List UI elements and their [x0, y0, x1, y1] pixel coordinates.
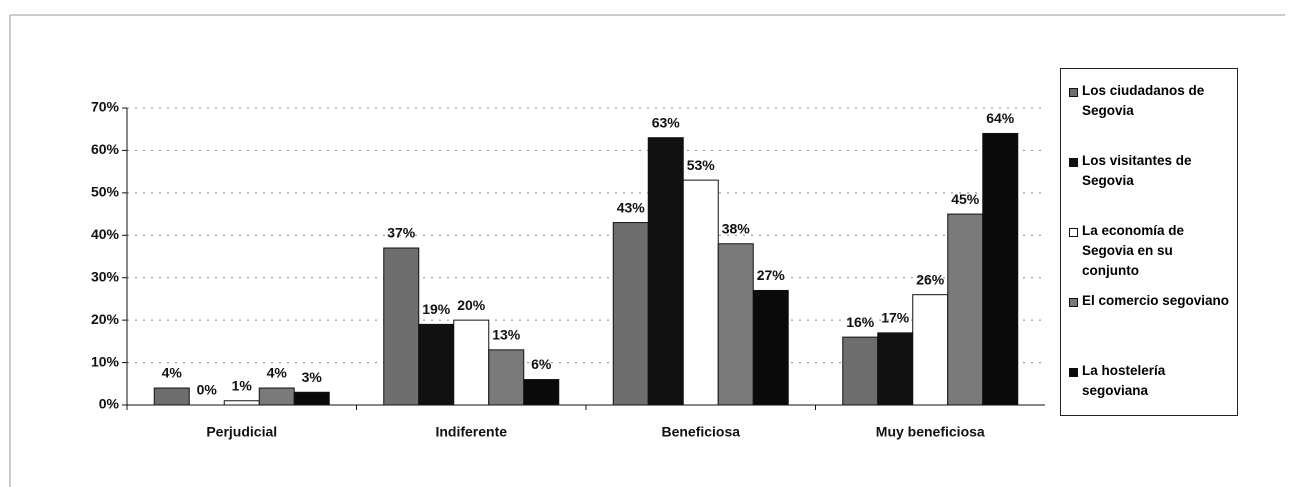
y-tick-label: 20% [91, 311, 120, 327]
legend-label: Los ciudadanos de Segovia [1082, 83, 1205, 118]
bar [418, 323, 455, 406]
value-label: 64% [986, 110, 1015, 126]
legend-item: Los visitantes de Segovia [1069, 151, 1231, 221]
legend-swatch [1069, 228, 1078, 237]
bar [717, 243, 754, 406]
legend-swatch [1069, 298, 1078, 307]
bar [842, 336, 879, 406]
value-label: 38% [722, 220, 751, 236]
y-tick-label: 0% [99, 396, 120, 412]
bar [153, 387, 190, 406]
value-label: 26% [916, 271, 945, 287]
bar [982, 132, 1019, 406]
bar [523, 379, 560, 406]
x-tick-label: Beneficiosa [661, 424, 740, 440]
value-label: 45% [951, 191, 980, 207]
value-label: 1% [232, 377, 253, 393]
bar [612, 222, 649, 406]
value-label: 16% [846, 314, 875, 330]
bar [453, 319, 490, 406]
legend-label: La hostelería segoviana [1082, 363, 1166, 398]
legend-label: La economía de Segovia en su conjunto [1082, 223, 1185, 278]
legend-item: La economía de Segovia en su conjunto [1069, 221, 1231, 291]
x-tick-label: Perjudicial [206, 424, 277, 440]
y-tick-label: 10% [91, 353, 120, 369]
bar [293, 391, 330, 406]
bar [682, 179, 719, 406]
y-tick-label: 30% [91, 268, 120, 284]
x-tick-label: Muy beneficiosa [876, 424, 985, 440]
legend-item: El comercio segoviano [1069, 291, 1231, 361]
legend-label: El comercio segoviano [1082, 293, 1230, 308]
legend-item: La hostelería segoviana [1069, 361, 1231, 431]
bar [223, 400, 260, 406]
value-label: 19% [422, 301, 451, 317]
value-label: 53% [687, 157, 716, 173]
value-label: 6% [531, 356, 552, 372]
y-tick-label: 70% [91, 99, 120, 115]
bar [752, 289, 789, 406]
bar [383, 247, 420, 406]
bar [647, 137, 684, 406]
y-tick-label: 60% [91, 141, 120, 157]
bar [258, 387, 295, 406]
bar [912, 294, 949, 406]
value-label: 4% [267, 365, 288, 381]
value-label: 0% [197, 382, 218, 398]
legend-swatch [1069, 158, 1078, 167]
y-tick-label: 40% [91, 226, 120, 242]
x-tick-label: Indiferente [435, 424, 507, 440]
value-label: 3% [302, 369, 323, 385]
legend-item: Los ciudadanos de Segovia [1069, 81, 1231, 151]
value-label: 43% [617, 199, 646, 215]
value-label: 37% [387, 225, 416, 241]
bar [947, 213, 984, 406]
value-label: 17% [881, 310, 910, 326]
y-tick-label: 50% [91, 184, 120, 200]
legend-swatch [1069, 88, 1078, 97]
value-label: 20% [457, 297, 486, 313]
legend-label: Los visitantes de Segovia [1082, 153, 1192, 188]
bar [488, 349, 525, 406]
bar [877, 332, 914, 406]
legend: Los ciudadanos de Segovia Los visitantes … [1060, 68, 1238, 416]
value-label: 4% [162, 365, 183, 381]
legend-swatch [1069, 368, 1078, 377]
value-label: 63% [652, 114, 681, 130]
value-label: 13% [492, 327, 521, 343]
value-label: 27% [757, 267, 786, 283]
